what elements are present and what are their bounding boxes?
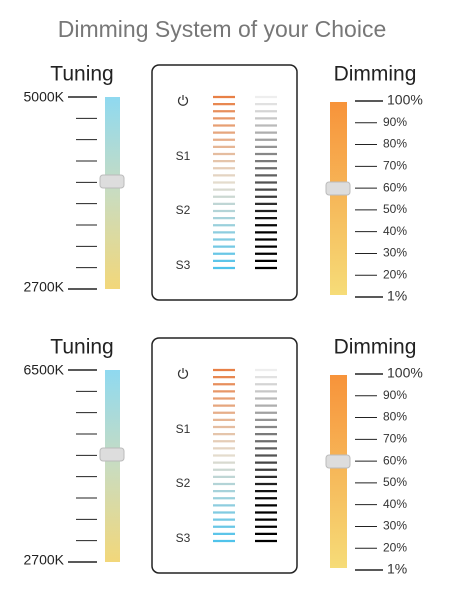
dimming-tick-label: 80% xyxy=(383,137,407,151)
scene-label: S3 xyxy=(176,258,191,272)
dimming-tick-label: 60% xyxy=(383,180,407,194)
dimming-tick-label: 20% xyxy=(383,540,407,554)
dimming-tick-label: 90% xyxy=(383,388,407,402)
scene-label: S1 xyxy=(176,149,191,163)
dimming-label: Dimming xyxy=(334,336,417,359)
dimming-tick-label: 90% xyxy=(383,115,407,129)
tuning-label: Tuning xyxy=(50,336,113,359)
scene-label: S2 xyxy=(176,203,191,217)
dimming-tick-label: 70% xyxy=(383,432,407,446)
tuning-knob xyxy=(99,447,125,462)
dimming-tick-label: 20% xyxy=(383,267,407,281)
dimming-tick-label: 30% xyxy=(383,519,407,533)
tuning-bar xyxy=(105,97,120,289)
dimming-knob xyxy=(325,454,351,469)
dimming-tick-label: 40% xyxy=(383,224,407,238)
tuning-bottom: 2700K xyxy=(24,552,65,568)
dimming-tick-label: 70% xyxy=(383,159,407,173)
title: Dimming System of your Choice xyxy=(58,16,387,42)
dimming-tick-label: 50% xyxy=(383,475,407,489)
dimming-tick-label: 40% xyxy=(383,497,407,511)
dimming-tick-label: 100% xyxy=(387,365,423,381)
dimming-tick-label: 30% xyxy=(383,246,407,260)
scene-label: S3 xyxy=(176,531,191,545)
scene-label: S2 xyxy=(176,476,191,490)
dimming-tick-label: 1% xyxy=(387,561,407,577)
tuning-top: 6500K xyxy=(24,362,65,378)
tuning-bar xyxy=(105,370,120,562)
power-icon xyxy=(177,368,189,379)
dimming-tick-label: 100% xyxy=(387,92,423,108)
dimming-tick-label: 50% xyxy=(383,202,407,216)
dimming-bar xyxy=(330,375,347,568)
tuning-knob xyxy=(99,174,125,189)
dimming-label: Dimming xyxy=(334,63,417,86)
tuning-label: Tuning xyxy=(50,63,113,86)
dimming-bar xyxy=(330,102,347,295)
tuning-top: 5000K xyxy=(24,89,65,105)
dimming-tick-label: 80% xyxy=(383,410,407,424)
dimming-tick-label: 60% xyxy=(383,453,407,467)
scene-label: S1 xyxy=(176,422,191,436)
dimming-tick-label: 1% xyxy=(387,288,407,304)
power-icon xyxy=(177,95,189,106)
dimming-knob xyxy=(325,181,351,196)
tuning-bottom: 2700K xyxy=(24,279,65,295)
